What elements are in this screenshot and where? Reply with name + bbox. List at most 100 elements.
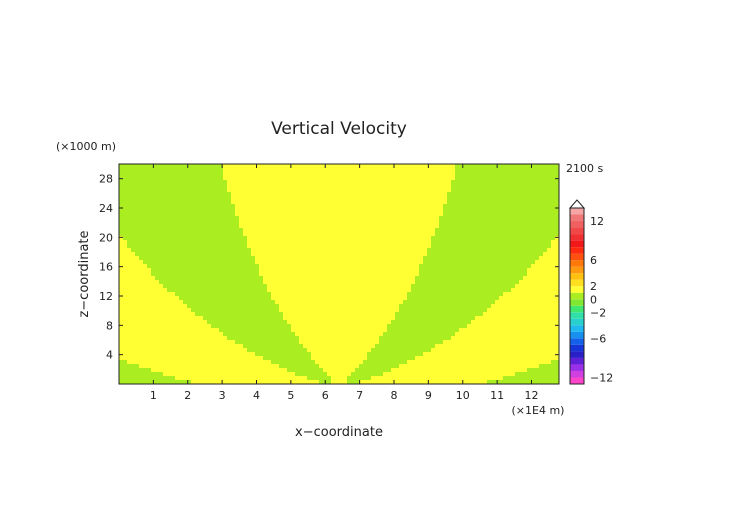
- field-cell: [255, 212, 259, 216]
- field-cell: [319, 296, 323, 300]
- field-cell: [455, 332, 459, 336]
- field-cell: [363, 188, 367, 192]
- field-cell: [339, 200, 343, 204]
- field-cell: [283, 212, 287, 216]
- field-cell: [147, 272, 151, 276]
- field-cell: [335, 340, 339, 344]
- field-cell: [387, 264, 391, 268]
- field-cell: [295, 184, 299, 188]
- field-cell: [515, 288, 519, 292]
- field-cell: [347, 184, 351, 188]
- field-cell: [367, 224, 371, 228]
- field-cell: [207, 344, 211, 348]
- field-cell: [499, 356, 503, 360]
- field-cell: [175, 328, 179, 332]
- field-cell: [367, 220, 371, 224]
- field-cell: [263, 168, 267, 172]
- field-cell: [223, 368, 227, 372]
- field-cell: [247, 240, 251, 244]
- field-cell: [399, 172, 403, 176]
- field-cell: [319, 328, 323, 332]
- field-cell: [523, 344, 527, 348]
- field-cell: [507, 348, 511, 352]
- field-cell: [515, 284, 519, 288]
- field-cell: [339, 324, 343, 328]
- field-cell: [119, 272, 123, 276]
- field-cell: [359, 328, 363, 332]
- field-cell: [315, 284, 319, 288]
- field-cell: [303, 324, 307, 328]
- field-cell: [491, 368, 495, 372]
- field-cell: [539, 264, 543, 268]
- field-cell: [403, 224, 407, 228]
- field-cell: [143, 280, 147, 284]
- field-cell: [119, 276, 123, 280]
- field-cell: [367, 252, 371, 256]
- field-cell: [259, 260, 263, 264]
- field-cell: [395, 224, 399, 228]
- field-cell: [291, 380, 295, 384]
- field-cell: [359, 356, 363, 360]
- field-cell: [475, 380, 479, 384]
- colorbar-segment: [570, 331, 584, 339]
- field-cell: [323, 216, 327, 220]
- field-cell: [383, 328, 387, 332]
- field-cell: [395, 168, 399, 172]
- field-cell: [543, 312, 547, 316]
- field-cell: [391, 380, 395, 384]
- field-cell: [139, 348, 143, 352]
- field-cell: [283, 252, 287, 256]
- field-cell: [271, 204, 275, 208]
- y-tick-label: 24: [99, 202, 113, 215]
- field-cell: [503, 308, 507, 312]
- field-cell: [355, 164, 359, 168]
- x-tick-label: 1: [150, 389, 157, 402]
- field-cell: [355, 348, 359, 352]
- field-cell: [139, 264, 143, 268]
- field-cell: [319, 292, 323, 296]
- field-cell: [127, 360, 131, 364]
- field-cell: [287, 304, 291, 308]
- field-cell: [251, 180, 255, 184]
- field-cell: [383, 196, 387, 200]
- field-cell: [379, 212, 383, 216]
- field-cell: [511, 340, 515, 344]
- field-cell: [251, 212, 255, 216]
- field-cell: [151, 340, 155, 344]
- field-cell: [519, 328, 523, 332]
- field-cell: [235, 168, 239, 172]
- field-cell: [143, 360, 147, 364]
- field-cell: [339, 340, 343, 344]
- field-cell: [123, 284, 127, 288]
- field-cell: [359, 264, 363, 268]
- field-cell: [403, 240, 407, 244]
- field-cell: [327, 372, 331, 376]
- field-cell: [539, 320, 543, 324]
- field-cell: [547, 304, 551, 308]
- field-cell: [263, 188, 267, 192]
- field-cell: [331, 172, 335, 176]
- field-cell: [171, 328, 175, 332]
- field-cell: [419, 260, 423, 264]
- field-cell: [331, 236, 335, 240]
- field-cell: [351, 260, 355, 264]
- field-cell: [143, 312, 147, 316]
- field-cell: [355, 240, 359, 244]
- field-cell: [307, 288, 311, 292]
- field-cell: [199, 336, 203, 340]
- field-cell: [199, 332, 203, 336]
- field-cell: [323, 344, 327, 348]
- field-cell: [307, 164, 311, 168]
- field-cell: [283, 240, 287, 244]
- field-cell: [155, 324, 159, 328]
- field-cell: [127, 280, 131, 284]
- field-cell: [375, 292, 379, 296]
- field-cell: [371, 296, 375, 300]
- field-cell: [363, 272, 367, 276]
- field-cell: [255, 192, 259, 196]
- field-cell: [451, 380, 455, 384]
- field-cell: [395, 292, 399, 296]
- field-cell: [299, 204, 303, 208]
- field-cell: [471, 356, 475, 360]
- field-cell: [351, 244, 355, 248]
